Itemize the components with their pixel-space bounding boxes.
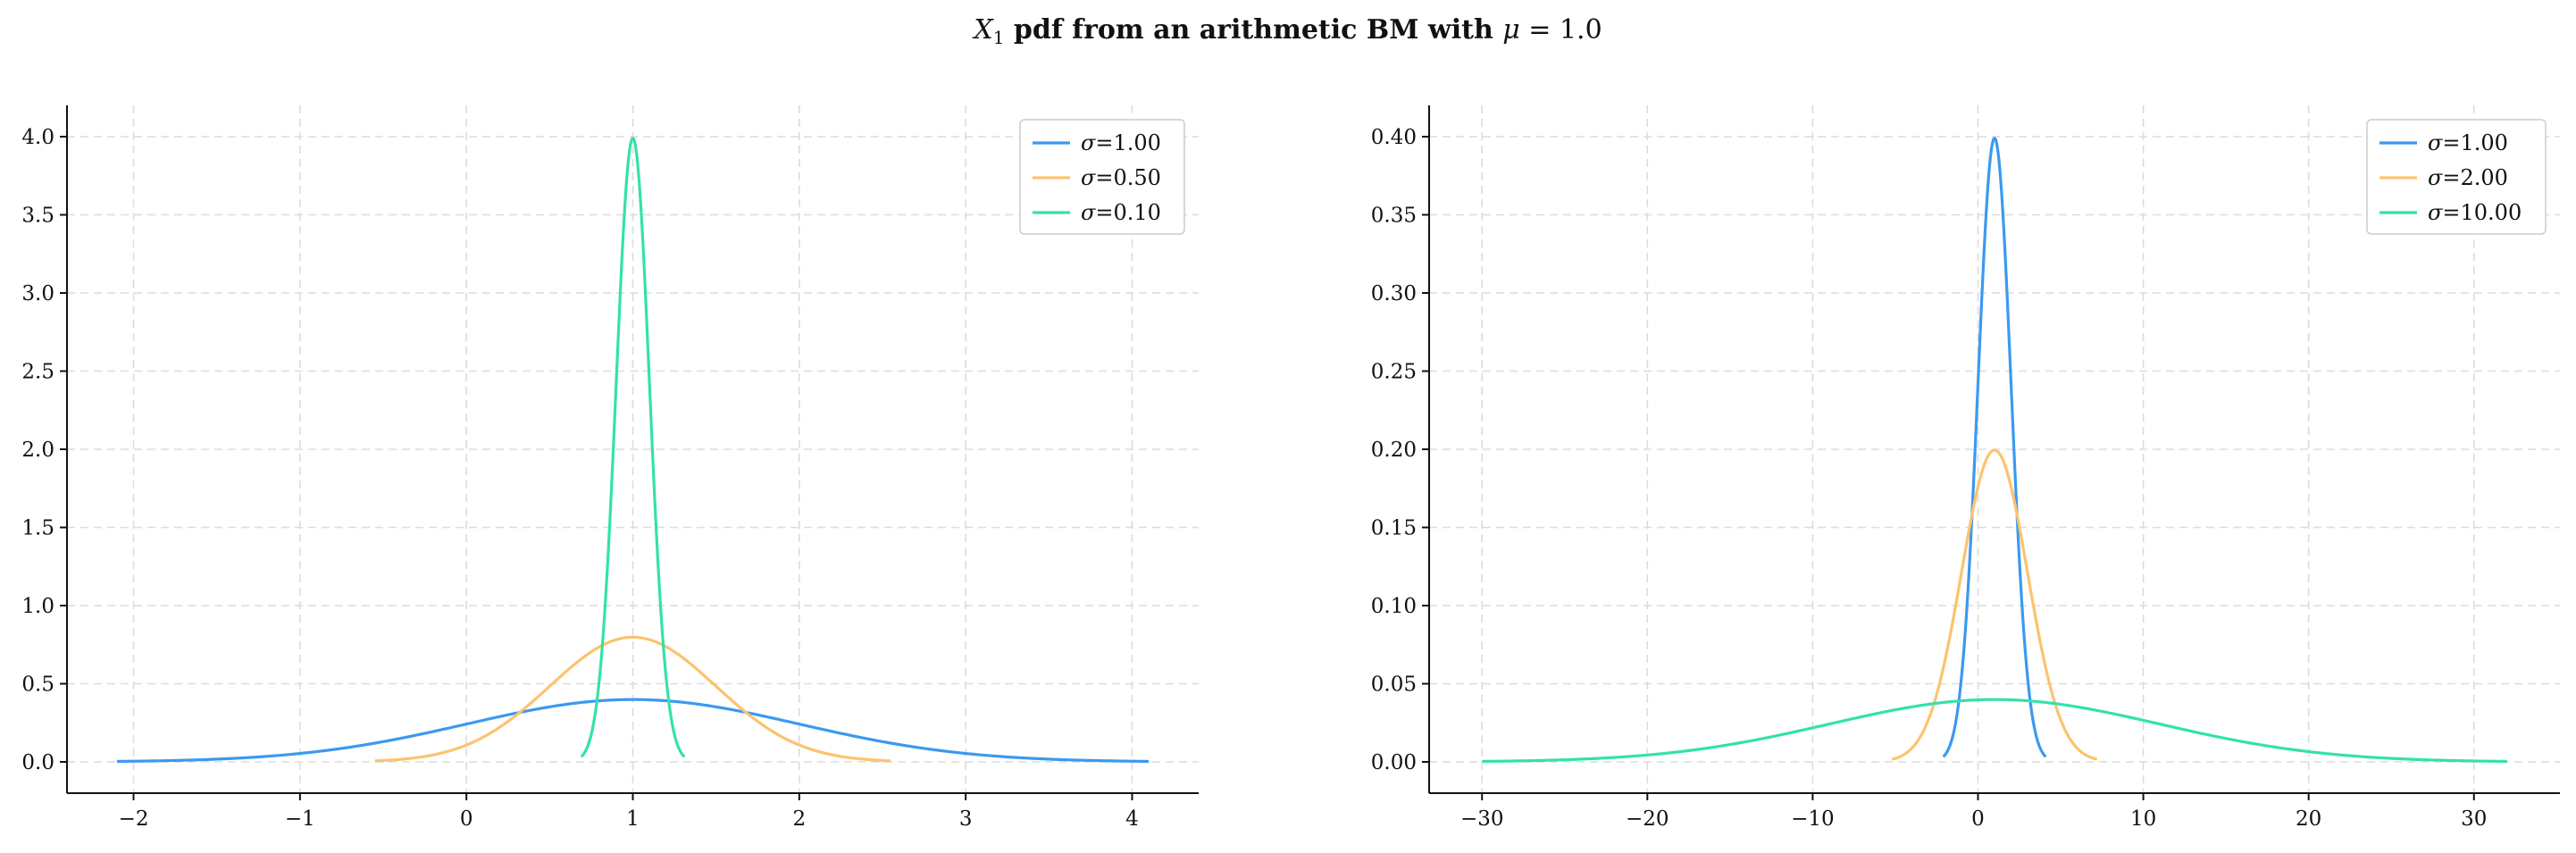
- legend: σ=1.00 σ=2.00 σ=10.00: [2366, 119, 2547, 235]
- y-tick-label: 4.0: [21, 126, 54, 149]
- x-tick-label: 1: [626, 807, 640, 831]
- legend-label-2: σ=2.00: [2428, 165, 2508, 190]
- x-tick-label: 2: [793, 807, 807, 831]
- x-tick-label: 4: [1125, 807, 1139, 831]
- x-tick-label: 0: [1971, 807, 1985, 831]
- y-tick-label: 0.40: [1371, 126, 1417, 149]
- y-tick-label: 1.5: [21, 517, 54, 540]
- y-tick-label: 0.25: [1371, 361, 1417, 384]
- legend-frame: [2366, 119, 2547, 235]
- y-tick-label: 0.0: [21, 751, 54, 774]
- x-tick-label: −1: [285, 807, 315, 831]
- legend-label-1: σ=1.00: [2428, 130, 2508, 155]
- legend-label-3: σ=0.10: [1081, 200, 1161, 225]
- x-tick-label: −30: [1460, 807, 1504, 831]
- title-subscript: 1: [993, 27, 1005, 48]
- x-tick-label: −10: [1791, 807, 1835, 831]
- y-tick-label: 0.10: [1371, 595, 1417, 618]
- x-tick-label: 0: [460, 807, 473, 831]
- y-tick-label: 3.5: [21, 205, 54, 228]
- series-line-3: [1482, 698, 2507, 764]
- y-tick-label: 1.0: [21, 595, 54, 618]
- series-line-2: [1891, 448, 2098, 761]
- y-tick-label: 0.20: [1371, 439, 1417, 462]
- x-tick-label: −2: [119, 807, 149, 831]
- x-tick-label: −20: [1626, 807, 1669, 831]
- title-text: pdf from an arithmetic BM with: [1004, 14, 1502, 46]
- series-line-1: [1942, 137, 2047, 758]
- y-tick-label: 2.5: [21, 361, 54, 384]
- legend-frame: [1019, 119, 1185, 235]
- title-mu: μ: [1502, 14, 1520, 46]
- title-mu-value: = 1.0: [1520, 14, 1602, 46]
- y-tick-label: 3.0: [21, 282, 54, 305]
- figure-title: X1 pdf from an arithmetic BM with μ = 1.…: [972, 14, 1602, 48]
- y-tick-label: 2.0: [21, 439, 54, 462]
- title-variable: X: [972, 14, 994, 46]
- x-tick-label: 10: [2130, 807, 2156, 831]
- y-tick-label: 0.5: [21, 673, 54, 697]
- y-tick-label: 0.30: [1371, 282, 1417, 305]
- series-line-2: [374, 635, 891, 763]
- left-subplot: −2 −1 0 1 2 3 4 0.0 0.5 1.0 1.5 2.0 2.5 3.0 3.5 4.0 σ=1.…: [21, 105, 1199, 831]
- legend-label-1: σ=1.00: [1081, 130, 1161, 155]
- x-tick-label: 3: [959, 807, 973, 831]
- legend-label-2: σ=0.50: [1081, 165, 1161, 190]
- legend-label-3: σ=10.00: [2428, 200, 2522, 225]
- y-tick-label: 0.35: [1371, 205, 1417, 228]
- y-tick-label: 0.15: [1371, 517, 1417, 540]
- legend: σ=1.00 σ=0.50 σ=0.10: [1019, 119, 1185, 235]
- x-tick-label: 20: [2296, 807, 2321, 831]
- series-line-3: [580, 137, 686, 758]
- right-subplot: −30 −20 −10 0 10 20 30 0.00 0.05 0.10 0.15 0.20 0.25…: [1371, 105, 2560, 831]
- series-line-1: [116, 698, 1150, 764]
- y-tick-label: 0.00: [1371, 751, 1417, 774]
- x-tick-label: 30: [2461, 807, 2487, 831]
- y-tick-label: 0.05: [1371, 673, 1417, 697]
